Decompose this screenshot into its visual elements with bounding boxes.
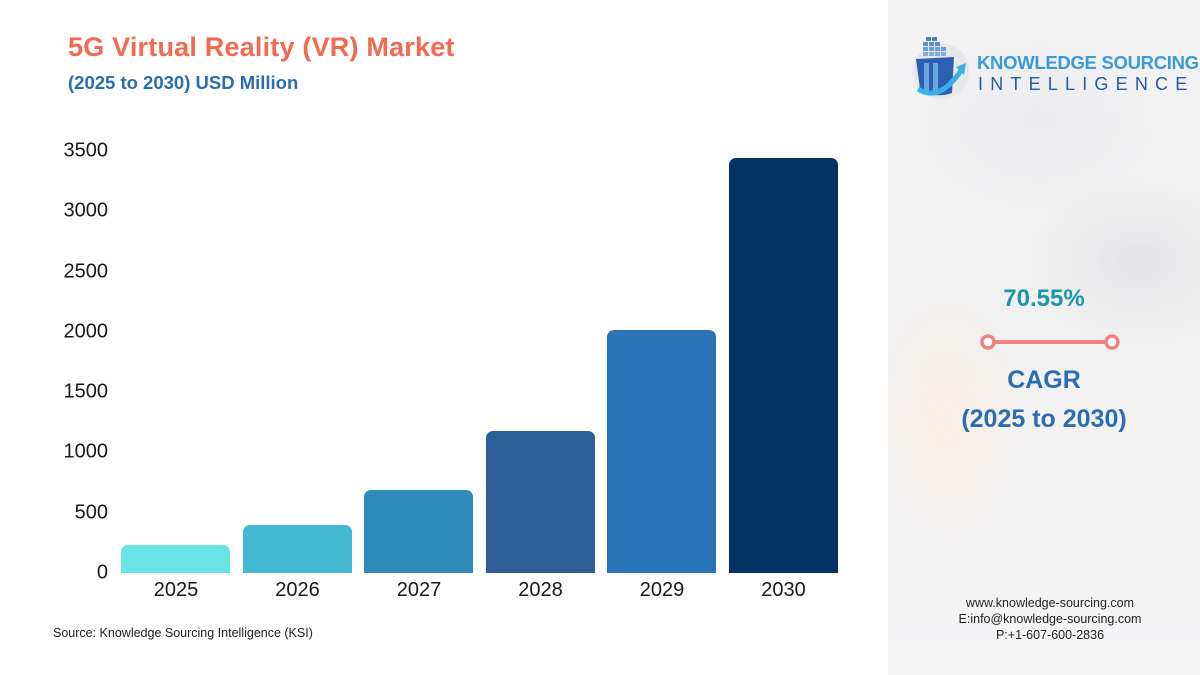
bar-2027 [364, 489, 473, 573]
cagr-divider-icon [980, 334, 1120, 350]
x-tick-label: 2028 [518, 579, 563, 601]
info-panel [888, 0, 1200, 675]
y-tick-label: 1500 [63, 380, 109, 403]
contact-phone: P:+1-607-600-2836 [995, 628, 1105, 642]
chart-title: 5G Virtual Reality (VR) Market [68, 32, 455, 62]
cagr-label: CAGR [1007, 366, 1081, 394]
y-tick-label: 2500 [63, 260, 109, 283]
y-tick-label: 0 [96, 561, 108, 584]
x-tick-label: 2025 [153, 579, 199, 601]
bar-2026 [242, 525, 352, 573]
x-tick-label: 2026 [275, 579, 320, 601]
cagr-period: (2025 to 2030) [961, 405, 1127, 433]
x-tick-label: 2027 [396, 579, 442, 601]
cagr-value: 70.55% [1003, 285, 1085, 312]
x-tick-label: 2029 [639, 579, 685, 601]
y-tick-label: 500 [74, 501, 108, 524]
source-note: Source: Knowledge Sourcing Intelligence … [53, 626, 313, 640]
y-tick-label: 2000 [63, 320, 109, 343]
bar-2028 [485, 430, 595, 573]
brand-name-line1: KNOWLEDGE SOURCING [977, 52, 1199, 73]
bar-2030 [728, 158, 838, 573]
y-tick-label: 3000 [63, 199, 109, 222]
y-tick-label: 3500 [63, 139, 109, 162]
x-tick-label: 2030 [761, 579, 806, 601]
bar-2025 [121, 545, 230, 573]
y-tick-label: 1000 [63, 440, 109, 463]
bar-2029 [607, 330, 716, 573]
brand-name-line2: INTELLIGENCE [978, 74, 1195, 94]
building-arrow-logo-icon [913, 37, 969, 99]
contact-website: www.knowledge-sourcing.com [965, 596, 1135, 610]
contact-email: E:info@knowledge-sourcing.com [958, 612, 1142, 626]
chart-subtitle: (2025 to 2030) USD Million [68, 72, 299, 93]
